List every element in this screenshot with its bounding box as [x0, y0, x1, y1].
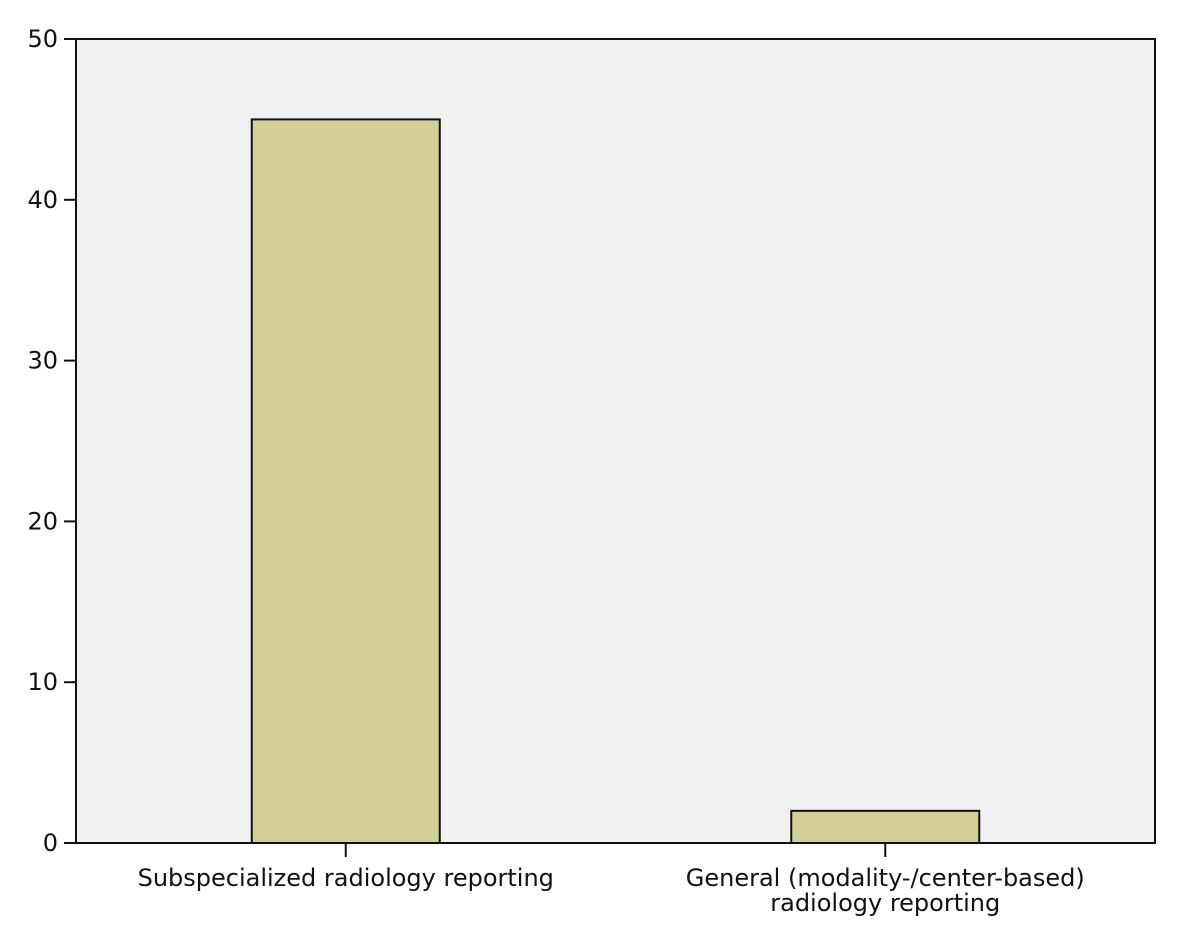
y-tick-label: 10: [27, 668, 58, 696]
bars: [250, 118, 981, 845]
y-tick-label: 30: [27, 347, 58, 375]
y-tick-label: 20: [27, 507, 58, 535]
x-tick-label-line: Subspecialized radiology reporting: [138, 864, 554, 892]
y-tick-label: 40: [27, 186, 58, 214]
bar: [250, 118, 441, 844]
bar: [790, 809, 981, 845]
x-tick-label: Subspecialized radiology reporting: [138, 864, 554, 892]
plot-area: [75, 38, 1156, 844]
x-tick-label: General (modality-/center-based) radiolog…: [686, 864, 1085, 917]
y-axis: 0 10 20 30 40 50: [27, 25, 76, 857]
y-tick-label: 0: [43, 829, 58, 857]
y-tick-label: 50: [27, 25, 58, 53]
x-tick-label-line: radiology reporting: [770, 889, 1000, 917]
x-tick-label-line: General (modality-/center-based): [686, 864, 1085, 892]
x-axis: Subspecialized radiology reporting Genera…: [138, 843, 1085, 917]
